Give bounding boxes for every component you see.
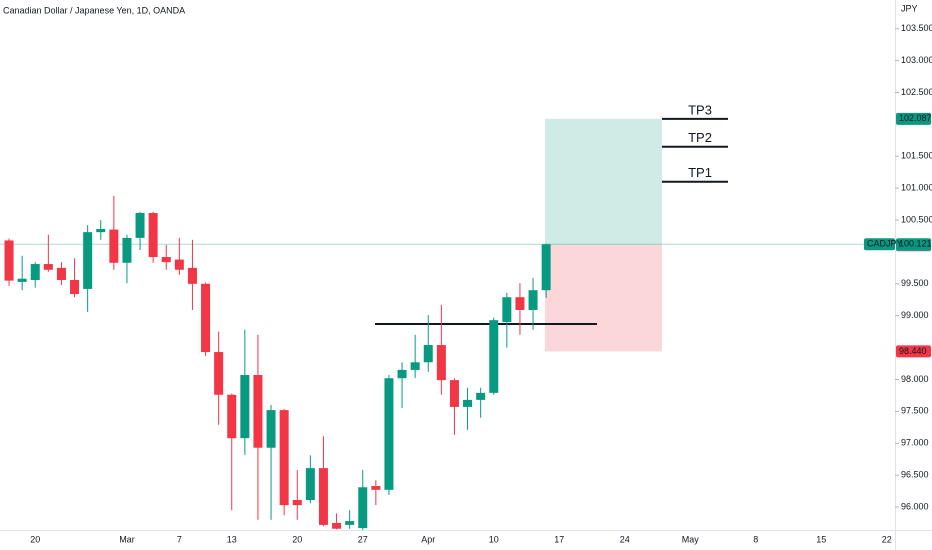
candle-body bbox=[358, 487, 368, 529]
candle-body bbox=[253, 375, 263, 448]
x-tick-label: 24 bbox=[620, 534, 630, 544]
x-tick-label: 20 bbox=[30, 534, 40, 544]
candle-body bbox=[43, 264, 53, 270]
y-tick-label: 103.000 bbox=[901, 55, 932, 65]
y-tick-label: 96.500 bbox=[901, 470, 929, 480]
candle-body bbox=[292, 500, 302, 506]
candle-body bbox=[463, 399, 473, 407]
candle-body bbox=[528, 290, 538, 310]
candle-body bbox=[148, 213, 158, 258]
candle-body bbox=[187, 267, 197, 284]
candle-body bbox=[122, 237, 132, 263]
candle-body bbox=[489, 320, 499, 393]
candle-body bbox=[371, 485, 381, 490]
symbol-tag: CADJPY bbox=[867, 239, 903, 249]
candle-body bbox=[410, 362, 420, 370]
y-tick-label: 99.000 bbox=[901, 310, 929, 320]
candle-body bbox=[135, 213, 145, 238]
candle-body bbox=[214, 352, 224, 395]
x-tick-label: 20 bbox=[292, 534, 302, 544]
y-tick-label: 101.000 bbox=[901, 183, 932, 193]
candle-body bbox=[423, 345, 433, 363]
stop-label-box bbox=[896, 345, 931, 358]
y-tick-label: 97.500 bbox=[901, 406, 929, 416]
x-tick-label: Mar bbox=[119, 534, 135, 544]
target-label-box bbox=[896, 112, 931, 125]
target-zone bbox=[545, 118, 662, 245]
candle-body bbox=[17, 278, 27, 282]
tp-label: TP2 bbox=[688, 130, 712, 145]
x-tick-label: 13 bbox=[227, 534, 237, 544]
last-price-label: 100.121 bbox=[899, 239, 932, 249]
tp-label: TP3 bbox=[688, 102, 712, 117]
last-price-label-box bbox=[896, 238, 931, 251]
candle-body bbox=[161, 257, 171, 263]
candle-body bbox=[4, 240, 14, 281]
candle-body bbox=[332, 522, 342, 529]
candle-body bbox=[515, 297, 525, 310]
candle-body bbox=[240, 375, 250, 439]
y-axis-label: JPY bbox=[901, 3, 918, 13]
chart-title: Canadian Dollar / Japanese Yen, 1D, OAND… bbox=[3, 5, 185, 15]
candle-body bbox=[449, 380, 459, 407]
candle-body bbox=[502, 297, 512, 323]
candle-body bbox=[266, 410, 276, 448]
symbol-tag-box bbox=[864, 238, 895, 251]
candle-body bbox=[56, 267, 66, 280]
target-label: 102.087 bbox=[899, 113, 932, 123]
candle-body bbox=[30, 264, 40, 280]
y-tick-label: 99.500 bbox=[901, 278, 929, 288]
candle-body bbox=[96, 228, 106, 233]
candle-body bbox=[318, 468, 328, 525]
stop-label: 98.440 bbox=[899, 346, 927, 356]
x-tick-label: 17 bbox=[554, 534, 564, 544]
y-tick-label: 101.500 bbox=[901, 151, 932, 161]
tp-label: TP1 bbox=[688, 165, 712, 180]
candle-body bbox=[70, 279, 80, 295]
stop-zone bbox=[545, 244, 662, 352]
x-tick-label: Apr bbox=[421, 534, 435, 544]
y-tick-label: 102.500 bbox=[901, 87, 932, 97]
candle-body bbox=[476, 392, 486, 400]
y-tick-label: 100.500 bbox=[901, 214, 932, 224]
x-tick-label: 7 bbox=[177, 534, 182, 544]
y-tick-label: 98.000 bbox=[901, 374, 929, 384]
candle-body bbox=[227, 394, 237, 439]
x-tick-label: 15 bbox=[816, 534, 826, 544]
candle-body bbox=[384, 378, 394, 490]
candle-body bbox=[397, 369, 407, 379]
y-tick-label: 96.000 bbox=[901, 501, 929, 511]
x-tick-label: 22 bbox=[882, 534, 892, 544]
candle-body bbox=[541, 244, 551, 291]
x-tick-label: 8 bbox=[753, 534, 758, 544]
y-tick-label: 103.500 bbox=[901, 23, 932, 33]
candle-body bbox=[201, 283, 211, 353]
candle-body bbox=[436, 345, 446, 381]
candle-body bbox=[305, 468, 315, 501]
candle-body bbox=[174, 259, 184, 270]
x-tick-label: 10 bbox=[489, 534, 499, 544]
candle-body bbox=[109, 229, 119, 263]
y-tick-label: 97.000 bbox=[901, 438, 929, 448]
candle-body bbox=[279, 410, 289, 506]
candle-body bbox=[83, 232, 93, 289]
x-tick-label: May bbox=[682, 534, 700, 544]
x-tick-label: 27 bbox=[358, 534, 368, 544]
candle-body bbox=[345, 521, 355, 525]
